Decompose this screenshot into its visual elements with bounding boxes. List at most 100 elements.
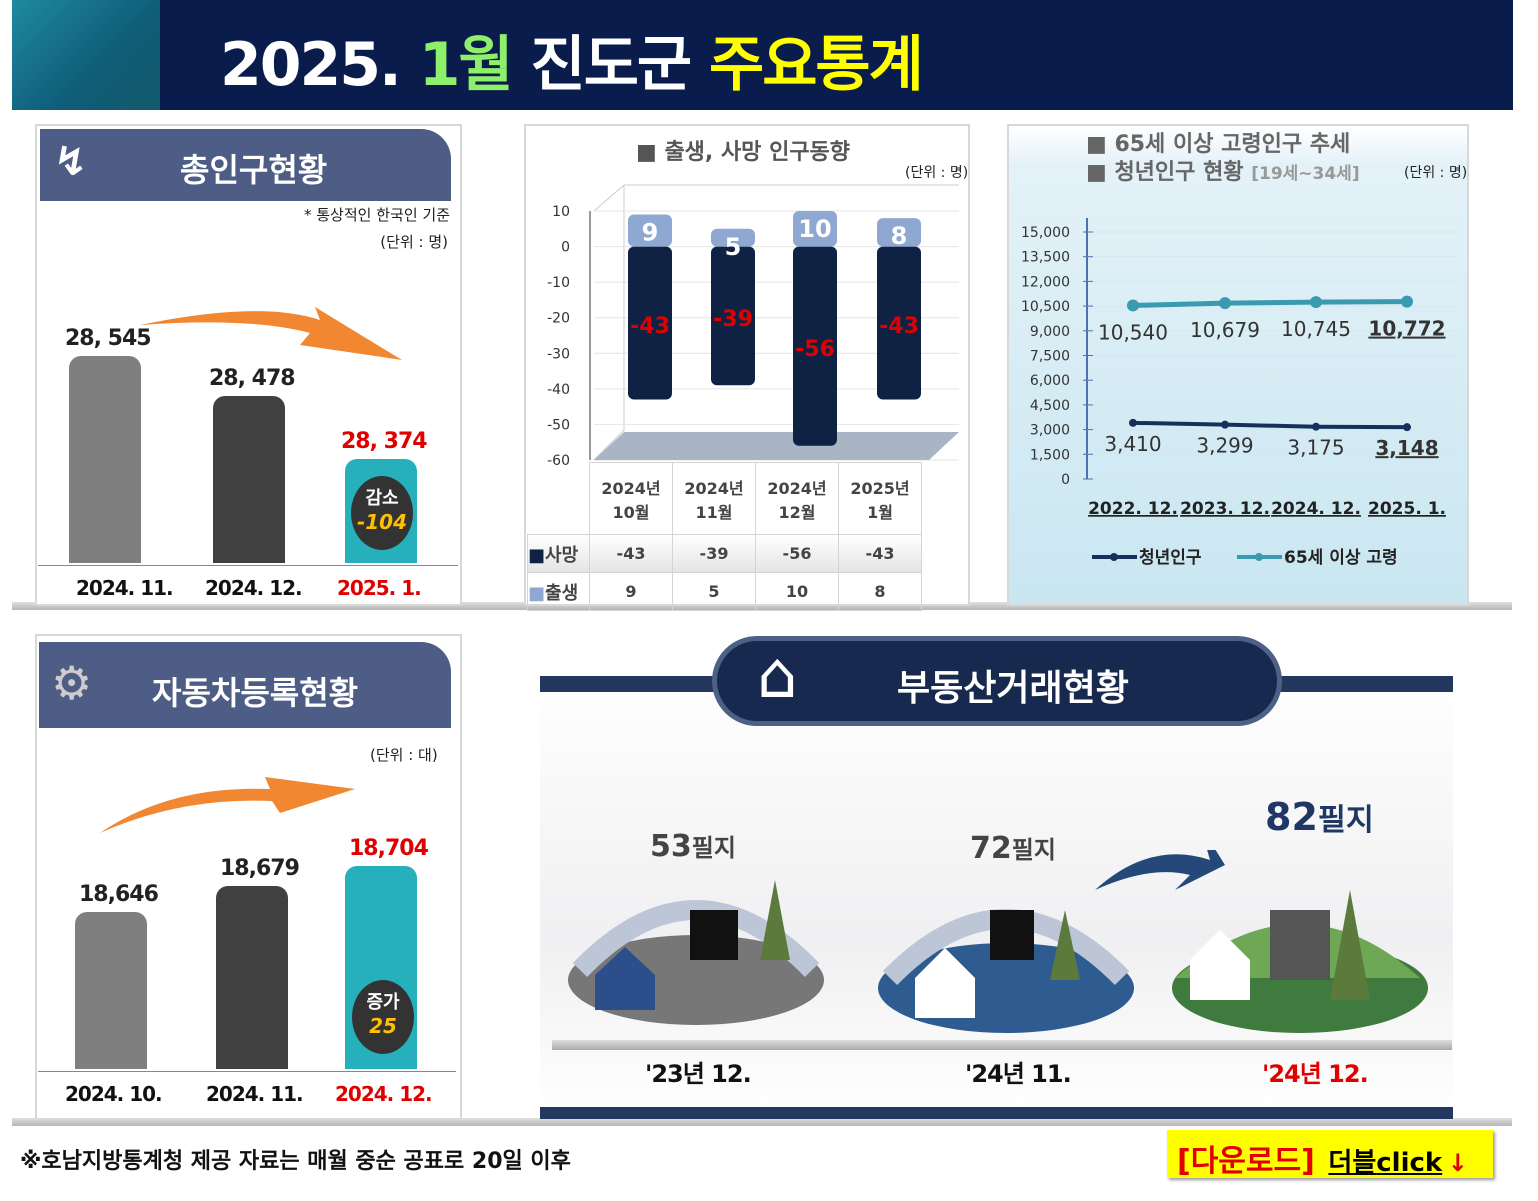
house-icon: ⌂ <box>757 639 798 713</box>
data-point <box>1312 422 1320 431</box>
elderly-title: ■ 65세 이상 고령인구 추세 <box>1086 132 1351 157</box>
x-category-label: 2022. 12. <box>1088 499 1178 519</box>
real-estate-title: 부동산거래현황 <box>897 668 1129 709</box>
y-tick-label: 4,500 <box>1030 398 1070 414</box>
parcel-count: 82필지 <box>1265 795 1374 839</box>
death-value-label: -43 <box>879 314 919 339</box>
y-tick-label: -60 <box>547 453 570 469</box>
table-row-death: ■사망 -43 -39 -56 -43 <box>527 534 922 573</box>
vehicle-tab: ⚙ 자동차등록현황 <box>39 642 451 728</box>
death-value-label: -56 <box>795 337 835 362</box>
y-tick-label: 9,000 <box>1030 324 1070 340</box>
series-line <box>1132 299 1408 308</box>
parcel-period: '24년 11. <box>965 1060 1072 1088</box>
parcel-count-value: 72 <box>970 831 1012 866</box>
death-bar <box>877 246 921 400</box>
y-tick-label: 3,000 <box>1030 423 1070 439</box>
vehicle-value: 18,679 <box>220 855 300 881</box>
population-category: 2025. 1. <box>337 576 422 600</box>
population-trend-chart: 15,000 13,500 12,000 10,500 9,000 7,500 6,000 4… <box>1021 218 1457 568</box>
birth-death-table: 2024년 10월 2024년 11월 2024년 12월 2025년 1월 ■사망 -… <box>527 462 922 611</box>
parcel-unit: 필지 <box>1011 836 1056 864</box>
shelf-bottom <box>12 1118 1512 1126</box>
vehicle-category: 2024. 12. <box>335 1082 433 1106</box>
population-value: 28, 478 <box>209 366 296 392</box>
data-point <box>1129 418 1137 427</box>
trend-unit: (단위 : 명) <box>1404 165 1468 181</box>
population-trend-panel <box>1007 124 1469 606</box>
death-bar <box>711 246 755 386</box>
vehicle-value: 18,704 <box>349 835 429 861</box>
increase-arrow-icon <box>100 777 355 833</box>
population-note: * 통상적인 한국인 기준 <box>303 206 450 224</box>
parcel-period: '23년 12. <box>645 1060 752 1088</box>
parcel-unit: 필지 <box>691 834 736 862</box>
y-tick-label: 7,500 <box>1030 349 1070 365</box>
y-tick-label: 12,000 <box>1021 274 1070 290</box>
birth-value-label: 8 <box>891 222 908 250</box>
vehicle-value: 18,646 <box>79 882 159 908</box>
vehicle-title: 자동차등록현황 <box>152 674 359 712</box>
chart-wall <box>593 184 959 461</box>
population-tab: ↯ 총인구현황 <box>40 129 451 201</box>
parcel-count: 72필지 <box>970 830 1056 866</box>
y-tick-label: 1,500 <box>1030 447 1070 463</box>
birth-bar <box>711 228 755 247</box>
x-category-label: 2024. 12. <box>1271 499 1361 519</box>
y-tick-label: 13,500 <box>1021 250 1070 266</box>
birth-bar <box>628 214 672 247</box>
population-category: 2024. 12. <box>205 576 303 600</box>
data-label: 3,299 <box>1196 434 1253 458</box>
y-tick-label: 10,500 <box>1021 299 1070 315</box>
legend-marker <box>1110 553 1118 561</box>
vehicle-bar <box>75 912 147 1069</box>
parcel-count-value: 82 <box>1265 795 1318 839</box>
download-button[interactable]: [다운로드] 더블click ↓ <box>1167 1130 1493 1179</box>
youth-title: ■ 청년인구 현황 <box>1086 160 1244 185</box>
data-point <box>1221 420 1229 429</box>
table-row-birth: ■출생 9 5 10 8 <box>527 572 922 611</box>
y-tick-label: 0 <box>1061 472 1070 488</box>
data-label: 10,540 <box>1098 320 1168 344</box>
x-category-label: 2025. 1. <box>1368 499 1446 519</box>
birth-bar <box>877 218 921 247</box>
y-tick-label: -20 <box>547 311 570 327</box>
parcel-count-value: 53 <box>650 829 692 864</box>
data-label: 10,745 <box>1281 317 1351 341</box>
population-unit: (단위 : 명) <box>380 233 448 251</box>
population-title: 총인구현황 <box>180 151 328 189</box>
death-value-label: -43 <box>630 314 670 339</box>
vehicle-category: 2024. 11. <box>206 1082 304 1106</box>
parcel-count: 53필지 <box>650 828 736 864</box>
y-tick-label: 0 <box>561 240 570 256</box>
land-illustrations <box>568 850 1428 1033</box>
birth-value-label: 9 <box>642 219 659 247</box>
increase-badge: 증가 25 <box>352 980 414 1054</box>
y-tick-label: -30 <box>547 346 570 362</box>
vehicle-bar <box>216 885 288 1069</box>
death-bar <box>628 246 672 400</box>
y-tick-label: -50 <box>547 417 570 433</box>
birth-death-unit: (단위 : 명) <box>905 165 969 181</box>
data-point <box>1127 299 1139 312</box>
data-label: 3,148 <box>1375 436 1438 460</box>
real-estate-bottom-bar <box>540 1107 1453 1119</box>
population-value: 28, 545 <box>65 326 152 351</box>
vehicle-baseline <box>38 1071 456 1072</box>
vehicle-category: 2024. 10. <box>65 1082 163 1106</box>
y-tick-label: -10 <box>547 275 570 291</box>
chart-floor <box>594 432 959 460</box>
header-banner <box>12 0 1513 110</box>
birth-value-label: 10 <box>798 215 831 243</box>
page-title: 2025. 1월 진도군 주요통계 <box>220 30 924 100</box>
data-label: 10,679 <box>1190 318 1260 342</box>
youth-age-range: [19세~34세] <box>1251 164 1360 184</box>
birth-death-title: ■ 출생, 사망 인구동향 <box>636 140 851 165</box>
person-chart-icon: ↯ <box>54 139 88 185</box>
population-baseline <box>38 565 458 566</box>
population-bar <box>213 396 285 563</box>
death-value-label: -39 <box>713 307 753 332</box>
decrease-badge: 감소 -104 <box>351 476 413 550</box>
vehicle-unit: (단위 : 대) <box>370 746 438 764</box>
data-point <box>1403 423 1411 432</box>
